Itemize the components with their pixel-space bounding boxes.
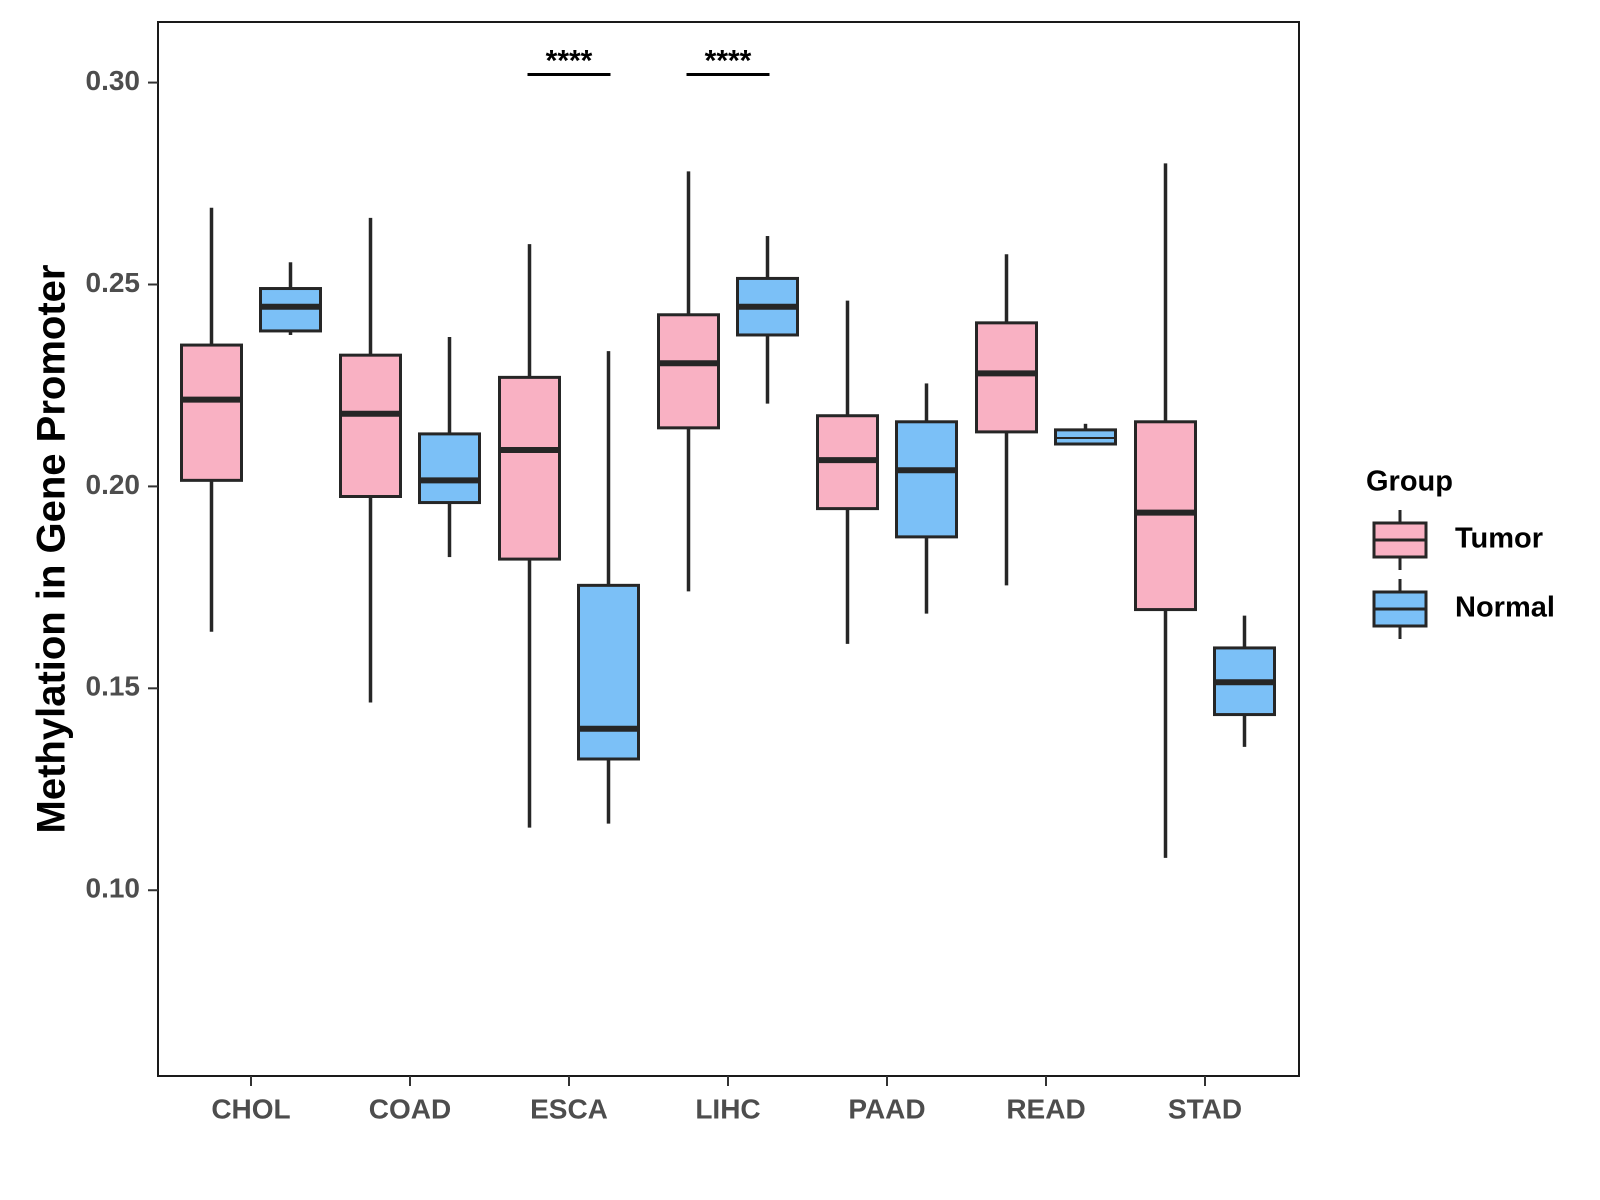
box-tumor-paad bbox=[816, 300, 879, 644]
x-tick-label-lihc: LIHC bbox=[695, 1093, 760, 1124]
y-tick-label: 0.30 bbox=[86, 65, 141, 96]
legend-title: Group bbox=[1366, 466, 1453, 498]
box-normal-chol bbox=[259, 262, 322, 335]
legend-item-tumor: Tumor bbox=[1372, 510, 1543, 570]
box-normal-lihc bbox=[736, 236, 799, 404]
y-tick-label: 0.10 bbox=[86, 873, 141, 904]
significance-lihc: **** bbox=[686, 44, 770, 77]
x-tick-label-paad: PAAD bbox=[848, 1093, 925, 1124]
box-iqr bbox=[895, 420, 958, 539]
box-normal-esca bbox=[577, 351, 640, 824]
plot-panel bbox=[157, 21, 1300, 1077]
y-tick-label: 0.15 bbox=[86, 671, 141, 702]
box-iqr bbox=[1134, 420, 1197, 612]
box-normal-coad bbox=[418, 336, 481, 558]
box-tumor-stad bbox=[1134, 163, 1197, 858]
box-tumor-coad bbox=[339, 217, 402, 703]
boxes-layer bbox=[180, 163, 1276, 858]
x-tick-label-stad: STAD bbox=[1168, 1093, 1242, 1124]
significance-esca: **** bbox=[527, 44, 611, 77]
significance-label: **** bbox=[705, 44, 752, 77]
legend-label-normal: Normal bbox=[1455, 592, 1555, 624]
box-iqr bbox=[657, 313, 720, 430]
box-iqr bbox=[1054, 428, 1117, 446]
legend-label-tumor: Tumor bbox=[1455, 523, 1543, 555]
box-tumor-esca bbox=[498, 244, 561, 828]
box-normal-paad bbox=[895, 383, 958, 614]
y-tick-label: 0.20 bbox=[86, 469, 141, 500]
box-iqr bbox=[577, 583, 640, 761]
box-iqr bbox=[498, 375, 561, 561]
y-axis: 0.10 0.15 0.20 0.25 0.30 bbox=[86, 65, 158, 904]
y-tick-label: 0.25 bbox=[86, 267, 141, 298]
box-iqr bbox=[418, 432, 481, 505]
y-axis-title: Methylation in Gene Promoter bbox=[30, 265, 74, 834]
box-tumor-read bbox=[975, 254, 1038, 586]
box-normal-read bbox=[1054, 423, 1117, 446]
significance-label: **** bbox=[546, 44, 593, 77]
x-tick-label-coad: COAD bbox=[369, 1093, 451, 1124]
legend: Group Tumor Normal bbox=[1366, 466, 1555, 639]
legend-item-normal: Normal bbox=[1372, 579, 1555, 639]
box-normal-stad bbox=[1213, 615, 1276, 747]
box-iqr bbox=[975, 321, 1038, 434]
x-tick-label-esca: ESCA bbox=[530, 1093, 608, 1124]
box-tumor-chol bbox=[180, 207, 243, 632]
x-tick-label-chol: CHOL bbox=[211, 1093, 290, 1124]
box-iqr bbox=[259, 287, 322, 333]
box-iqr bbox=[339, 353, 402, 499]
box-tumor-lihc bbox=[657, 171, 720, 592]
x-axis: CHOL COAD ESCA LIHC PAAD READ STAD bbox=[211, 1076, 1242, 1124]
box-iqr bbox=[180, 343, 243, 482]
x-tick-label-read: READ bbox=[1006, 1093, 1085, 1124]
significance-annotations: **** **** bbox=[527, 44, 770, 77]
